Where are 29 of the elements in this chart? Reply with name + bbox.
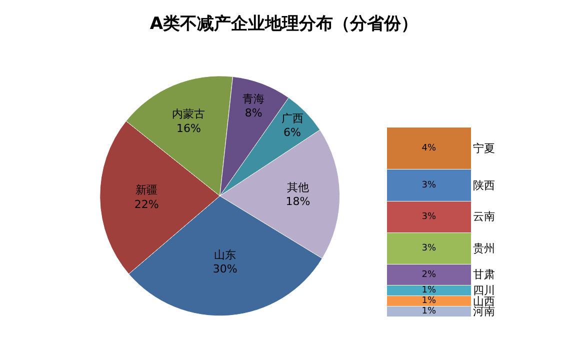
series-label: 山西 bbox=[473, 295, 495, 308]
series-label: 陕西 bbox=[473, 179, 495, 192]
data-label: 1% bbox=[422, 296, 436, 306]
slice-label: 青海 bbox=[242, 92, 265, 106]
series-label: 甘肃 bbox=[473, 268, 495, 281]
data-label: 3% bbox=[422, 243, 436, 254]
data-label: 3% bbox=[422, 180, 436, 190]
series-label: 宁夏 bbox=[473, 142, 495, 155]
data-label: 1% bbox=[422, 286, 436, 296]
data-label: 8% bbox=[244, 106, 262, 120]
slice-label: 广西 bbox=[281, 112, 304, 125]
series-label: 云南 bbox=[473, 210, 495, 223]
series-label: 河南 bbox=[473, 305, 495, 318]
data-label: 2% bbox=[422, 270, 436, 280]
slice-label: 内蒙古 bbox=[172, 108, 206, 121]
slice-label: 新疆 bbox=[136, 184, 158, 197]
series-label: 四川 bbox=[473, 284, 495, 297]
data-label: 6% bbox=[284, 126, 301, 140]
slice-label: 其他 bbox=[286, 180, 309, 194]
series-label: 贵州 bbox=[473, 242, 495, 255]
slice-label: 山东 bbox=[214, 248, 236, 262]
data-label: 1% bbox=[422, 306, 436, 317]
data-label: 3% bbox=[422, 212, 436, 222]
chart-title: A类不减产企业地理分布（分省份） bbox=[150, 14, 418, 34]
data-label: 18% bbox=[286, 195, 310, 208]
data-label: 30% bbox=[212, 262, 238, 276]
data-label: 16% bbox=[176, 122, 201, 135]
data-label: 4% bbox=[422, 143, 436, 154]
data-label: 22% bbox=[134, 198, 159, 211]
